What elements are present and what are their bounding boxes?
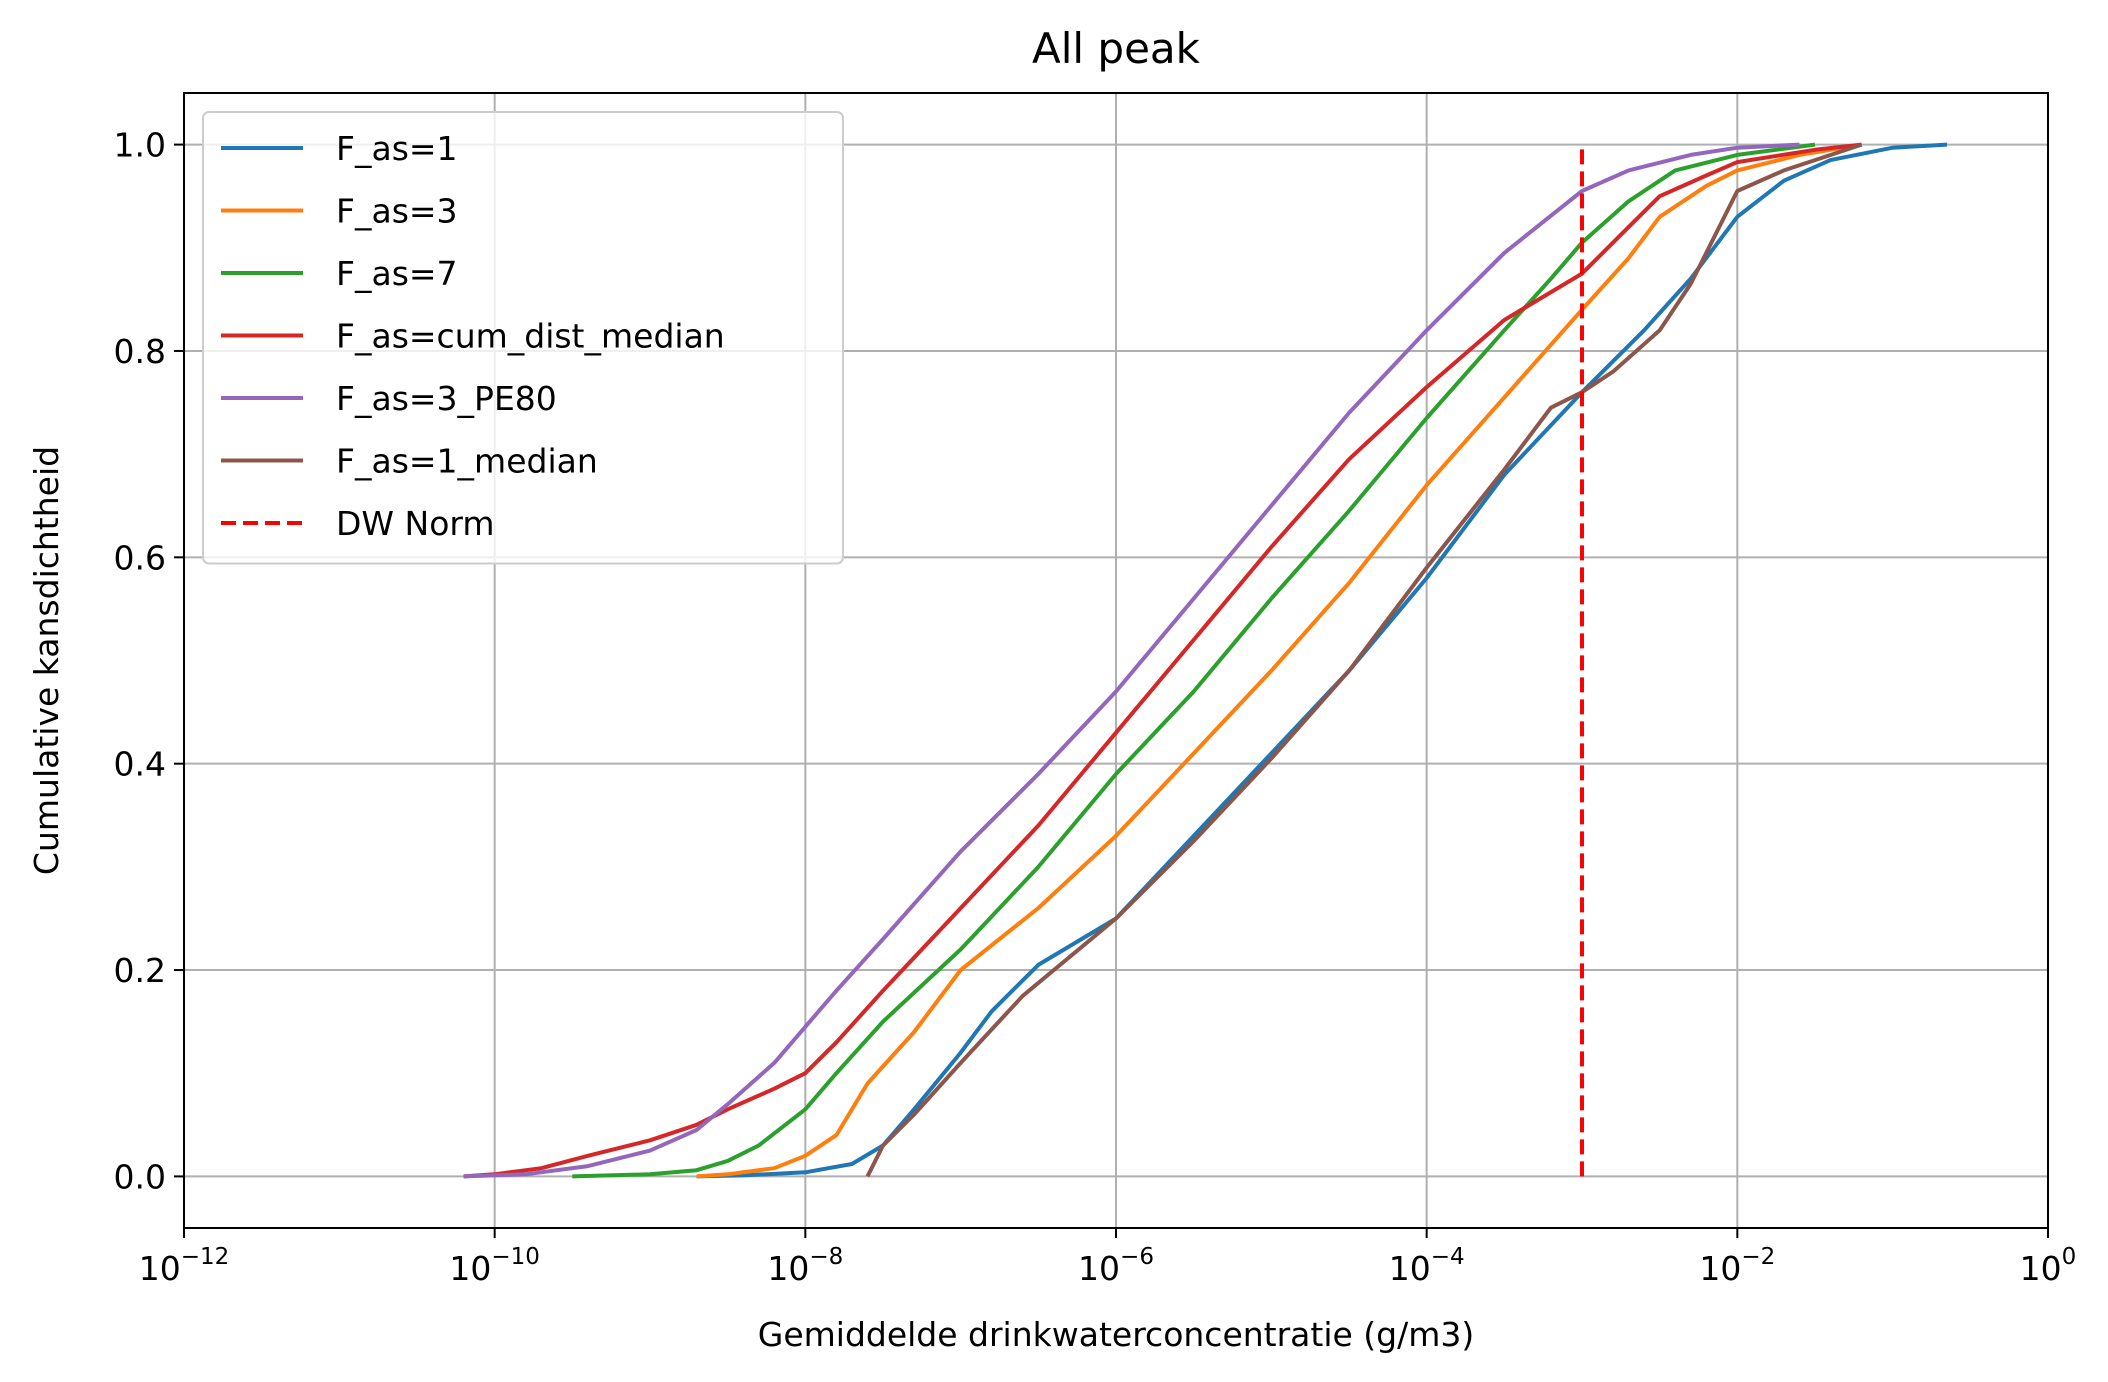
- legend-label-f-as-1-median: F_as=1_median: [336, 442, 598, 481]
- legend-label-f-as-3-pe80: F_as=3_PE80: [336, 379, 557, 418]
- x-tick-label: 100: [2020, 1244, 2077, 1288]
- x-tick-label: 10−8: [767, 1244, 843, 1288]
- series-line-f-as-1-median: [865, 142, 1863, 1178]
- chart-title: All peak: [1032, 24, 1201, 73]
- legend-label-dw-norm: DW Norm: [336, 504, 495, 543]
- legend: F_as=1 F_as=3 F_as=7 F_as=cum_dist_median F_…: [202, 111, 844, 565]
- series-line-f-as-3-pe80: [463, 142, 1800, 1179]
- x-tick-label: 10−4: [1389, 1244, 1465, 1288]
- series-line-f-as-cum-dist-median: [463, 142, 1862, 1179]
- x-tick-label: 10−2: [1699, 1244, 1775, 1288]
- x-tick-label: 10−12: [139, 1244, 230, 1288]
- legend-label-f-as-cum-dist-median: F_as=cum_dist_median: [336, 317, 725, 356]
- x-axis-label: Gemiddelde drinkwaterconcentratie (g/m3): [758, 1315, 1475, 1354]
- legend-label-f-as-1: F_as=1: [336, 129, 458, 168]
- x-tick-label: 10−10: [449, 1244, 540, 1288]
- x-tick-label: 10−6: [1078, 1244, 1154, 1288]
- axis-ticks: 10−12 10−10 10−8 10−6 10−4 10−2 100 0.0 0.2 0.4 0.…: [114, 126, 2077, 1288]
- series-lines: [463, 142, 1948, 1179]
- y-tick-label: 0.0: [114, 1157, 166, 1196]
- y-tick-label: 1.0: [114, 126, 166, 165]
- series-line-f-as-7: [572, 142, 1816, 1179]
- y-tick-label: 0.4: [114, 745, 166, 784]
- legend-box: [202, 111, 844, 565]
- legend-label-f-as-3: F_as=3: [336, 192, 458, 231]
- y-axis-label: Cumulative kansdichtheid: [27, 446, 66, 875]
- y-tick-label: 0.6: [114, 538, 166, 577]
- series-line-f-as-3: [696, 142, 1862, 1179]
- y-tick-label: 0.8: [114, 332, 166, 371]
- legend-label-f-as-7: F_as=7: [336, 254, 458, 293]
- y-tick-label: 0.2: [114, 951, 166, 990]
- series-line-f-as-1: [696, 142, 1948, 1179]
